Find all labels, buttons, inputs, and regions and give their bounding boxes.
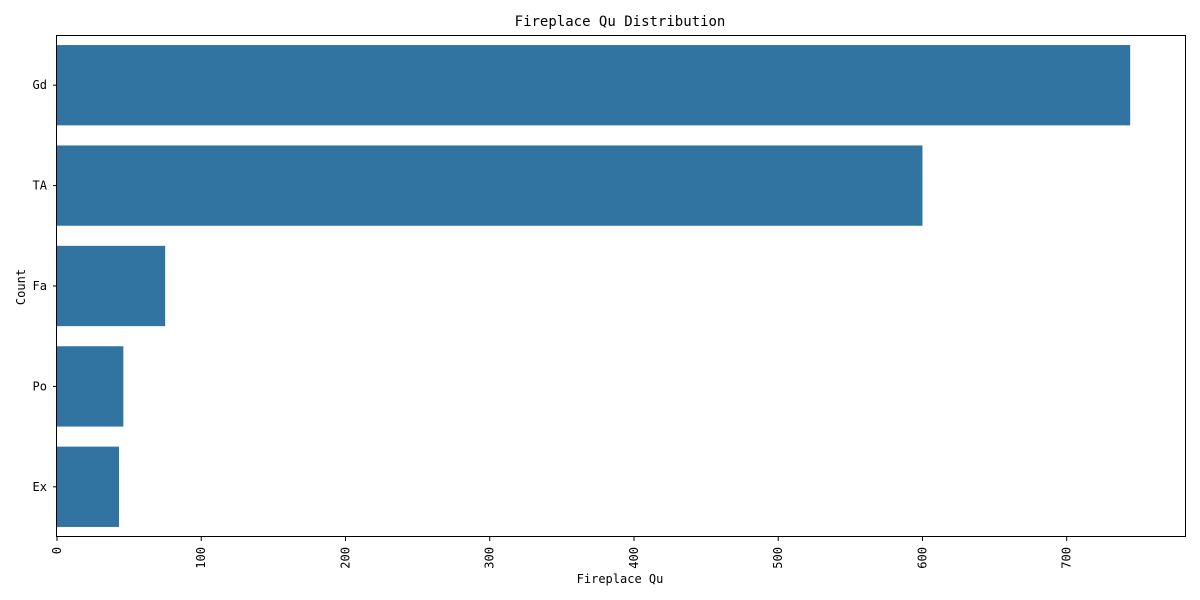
x-tick-label: 500 (771, 547, 785, 569)
bar-po (57, 346, 124, 427)
y-tick-label: Ex (33, 480, 47, 494)
y-axis-ticks: Gd TA Fa Po Ex (33, 78, 57, 494)
x-tick-label: 100 (194, 547, 208, 569)
y-tick-label: Po (33, 379, 47, 393)
y-axis-label: Count (14, 269, 28, 305)
bar-gd (57, 45, 1131, 126)
y-tick-label: Gd (33, 78, 47, 92)
bar-fa (57, 245, 166, 327)
y-tick-label: Fa (33, 279, 47, 293)
y-tick-label: TA (33, 179, 48, 193)
bars (57, 45, 1131, 527)
bar-ex (57, 446, 120, 527)
chart-title: Fireplace Qu Distribution (515, 14, 726, 30)
x-tick-label: 200 (338, 547, 352, 569)
x-tick-label: 300 (483, 547, 497, 569)
x-tick-label: 600 (915, 547, 929, 569)
x-axis-ticks: 0 100 200 300 400 500 600 700 (50, 537, 1074, 569)
x-tick-label: 700 (1060, 547, 1074, 569)
x-tick-label: 0 (50, 547, 64, 554)
x-axis-label: Fireplace Qu (577, 572, 664, 586)
x-tick-label: 400 (627, 547, 641, 569)
bar-ta (57, 145, 923, 226)
